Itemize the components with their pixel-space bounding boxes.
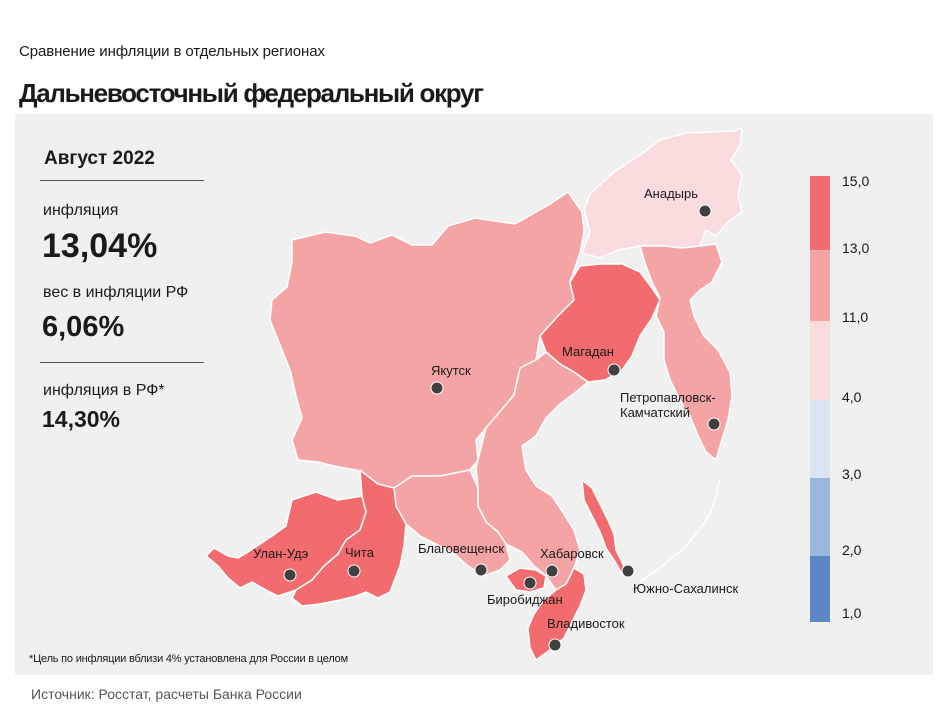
weight-label: вес в инфляции РФ — [43, 284, 189, 301]
city-label: Магадан — [562, 344, 614, 359]
legend-swatch — [810, 556, 830, 622]
city-marker — [698, 204, 712, 218]
legend-tick-label: 15,0 — [842, 173, 869, 189]
legend-swatch — [810, 321, 830, 400]
legend-tick-label: 3,0 — [842, 466, 862, 482]
region-sakhalin — [581, 479, 629, 577]
kuril-islands — [639, 477, 721, 583]
legend-tick-label: 11,0 — [842, 309, 868, 325]
rf-inflation-value: 14,30% — [42, 406, 121, 432]
city-marker — [474, 563, 488, 577]
city-marker — [607, 363, 621, 377]
region-amur — [393, 469, 511, 577]
legend-tick-label: 2,0 — [842, 542, 862, 558]
city-label: Камчатский — [620, 405, 690, 420]
city-marker — [548, 638, 562, 652]
inflation-label: инфляция — [43, 202, 119, 219]
divider-bottom — [40, 362, 204, 363]
inflation-value: 13,04% — [42, 227, 158, 265]
city-label: Южно-Сахалинск — [633, 581, 738, 596]
city-marker — [283, 568, 297, 582]
weight-value: 6,06% — [42, 311, 125, 343]
legend-tick-label: 4,0 — [842, 389, 862, 405]
region-kamchatka — [639, 243, 733, 461]
legend-swatch — [810, 176, 830, 250]
period-label: Август 2022 — [44, 148, 155, 169]
legend-swatch — [810, 400, 830, 478]
city-label: Чита — [345, 545, 375, 560]
region-primorsky — [527, 567, 587, 661]
city-label: Анадырь — [644, 186, 698, 201]
region-zabaikalsky — [291, 469, 407, 607]
chart-title: Дальневосточный федеральный округ — [19, 78, 484, 108]
legend-swatch — [810, 478, 830, 556]
city-marker — [545, 564, 559, 578]
city-marker — [347, 564, 361, 578]
rf-inflation-label: инфляция в РФ* — [43, 382, 165, 399]
region-yakutia — [269, 191, 585, 489]
city-label: Улан-Удэ — [253, 546, 309, 561]
city-marker — [707, 417, 721, 431]
city-label: Владивосток — [547, 616, 625, 631]
city-label: Якутск — [431, 363, 471, 378]
city-markers: Анадырь Магадан Якутск Петропавловск-Камчат… — [253, 186, 738, 652]
city-label: Благовещенск — [418, 541, 504, 556]
region-magadan — [539, 263, 661, 383]
city-marker — [523, 576, 537, 590]
city-label: Петропавловск- — [620, 390, 716, 405]
legend-tick-label: 13,0 — [842, 240, 869, 256]
city-marker — [621, 564, 635, 578]
divider-top — [40, 180, 204, 181]
footnote: *Цель по инфляции вблизи 4% установлена … — [29, 653, 348, 665]
legend-swatch — [810, 250, 830, 321]
source-note: Источник: Росстат, расчеты Банка России — [31, 686, 302, 702]
color-legend: 15,0 13,0 11,0 4,0 3,0 2,0 1,0 — [810, 173, 869, 622]
legend-tick-label: 1,0 — [842, 605, 862, 621]
city-marker — [430, 381, 444, 395]
city-label: Биробиджан — [487, 592, 563, 607]
city-label: Хабаровск — [540, 546, 604, 561]
chart-subtitle: Сравнение инфляции в отдельных регионах — [19, 43, 325, 60]
